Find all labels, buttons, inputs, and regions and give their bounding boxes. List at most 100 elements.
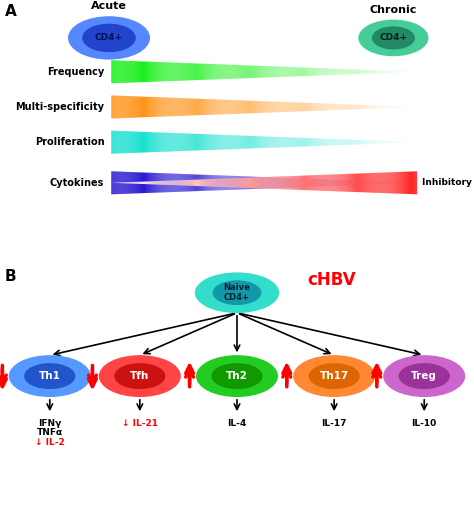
Polygon shape: [147, 97, 148, 117]
Polygon shape: [365, 105, 366, 109]
Polygon shape: [338, 104, 340, 110]
Polygon shape: [378, 173, 379, 193]
Polygon shape: [244, 135, 245, 149]
Polygon shape: [296, 67, 297, 76]
Polygon shape: [133, 61, 134, 82]
Polygon shape: [215, 134, 216, 150]
Polygon shape: [383, 181, 384, 184]
Polygon shape: [208, 134, 209, 150]
Polygon shape: [156, 132, 157, 152]
Polygon shape: [356, 174, 357, 192]
Polygon shape: [295, 67, 296, 76]
Polygon shape: [301, 67, 302, 76]
Polygon shape: [197, 63, 198, 80]
Polygon shape: [382, 141, 383, 144]
Polygon shape: [218, 179, 219, 187]
Polygon shape: [342, 69, 343, 75]
Polygon shape: [316, 138, 317, 146]
Polygon shape: [357, 174, 358, 192]
Polygon shape: [146, 173, 147, 193]
Polygon shape: [309, 67, 310, 76]
Polygon shape: [211, 175, 212, 191]
Text: B: B: [5, 269, 17, 285]
Polygon shape: [236, 65, 237, 79]
Polygon shape: [383, 173, 384, 193]
Polygon shape: [131, 96, 132, 118]
Polygon shape: [356, 105, 357, 109]
Polygon shape: [112, 60, 113, 83]
Polygon shape: [220, 135, 221, 150]
Polygon shape: [300, 178, 301, 187]
Polygon shape: [416, 171, 417, 194]
Polygon shape: [296, 137, 297, 147]
Polygon shape: [182, 180, 183, 185]
Polygon shape: [253, 101, 254, 113]
Polygon shape: [194, 180, 195, 186]
Polygon shape: [322, 138, 323, 146]
Polygon shape: [331, 104, 333, 110]
Ellipse shape: [197, 356, 277, 397]
Polygon shape: [153, 181, 154, 184]
Polygon shape: [365, 140, 366, 144]
Polygon shape: [228, 100, 229, 114]
Polygon shape: [241, 178, 242, 188]
Polygon shape: [192, 63, 193, 80]
Polygon shape: [252, 101, 253, 113]
Polygon shape: [337, 139, 338, 145]
Polygon shape: [255, 101, 256, 113]
Polygon shape: [268, 136, 269, 148]
Polygon shape: [184, 98, 185, 116]
Polygon shape: [165, 181, 166, 185]
Polygon shape: [240, 100, 241, 113]
Polygon shape: [132, 131, 133, 153]
Polygon shape: [407, 172, 408, 194]
Polygon shape: [192, 180, 193, 186]
Polygon shape: [149, 173, 150, 193]
Polygon shape: [301, 103, 302, 111]
Polygon shape: [342, 104, 343, 110]
Polygon shape: [149, 181, 150, 184]
Polygon shape: [288, 137, 289, 147]
Polygon shape: [185, 180, 186, 185]
Polygon shape: [331, 139, 333, 146]
Polygon shape: [142, 97, 143, 118]
Polygon shape: [212, 175, 213, 191]
Polygon shape: [264, 136, 265, 148]
Polygon shape: [292, 102, 293, 112]
Polygon shape: [341, 180, 342, 185]
Polygon shape: [180, 180, 181, 185]
Polygon shape: [231, 178, 232, 188]
Polygon shape: [321, 103, 322, 110]
Polygon shape: [121, 172, 123, 194]
Polygon shape: [354, 180, 355, 185]
Polygon shape: [269, 66, 270, 77]
Polygon shape: [279, 178, 280, 188]
Polygon shape: [173, 98, 174, 116]
Polygon shape: [256, 177, 257, 188]
Polygon shape: [307, 138, 308, 146]
Polygon shape: [191, 63, 192, 80]
Polygon shape: [215, 179, 216, 187]
Polygon shape: [299, 67, 300, 76]
Polygon shape: [131, 131, 132, 153]
Polygon shape: [353, 105, 354, 109]
Polygon shape: [265, 177, 266, 189]
Polygon shape: [389, 172, 390, 193]
Polygon shape: [239, 176, 240, 190]
Polygon shape: [307, 179, 308, 187]
Polygon shape: [244, 65, 245, 78]
Polygon shape: [336, 139, 337, 145]
Polygon shape: [243, 176, 244, 190]
Polygon shape: [201, 64, 202, 80]
Polygon shape: [183, 63, 184, 81]
Polygon shape: [262, 136, 263, 148]
Polygon shape: [362, 173, 363, 192]
Polygon shape: [274, 177, 275, 189]
Polygon shape: [276, 177, 277, 189]
Polygon shape: [166, 98, 167, 117]
Polygon shape: [290, 178, 291, 188]
Polygon shape: [379, 181, 381, 184]
Polygon shape: [114, 171, 116, 194]
Polygon shape: [191, 134, 192, 151]
Polygon shape: [346, 69, 347, 75]
